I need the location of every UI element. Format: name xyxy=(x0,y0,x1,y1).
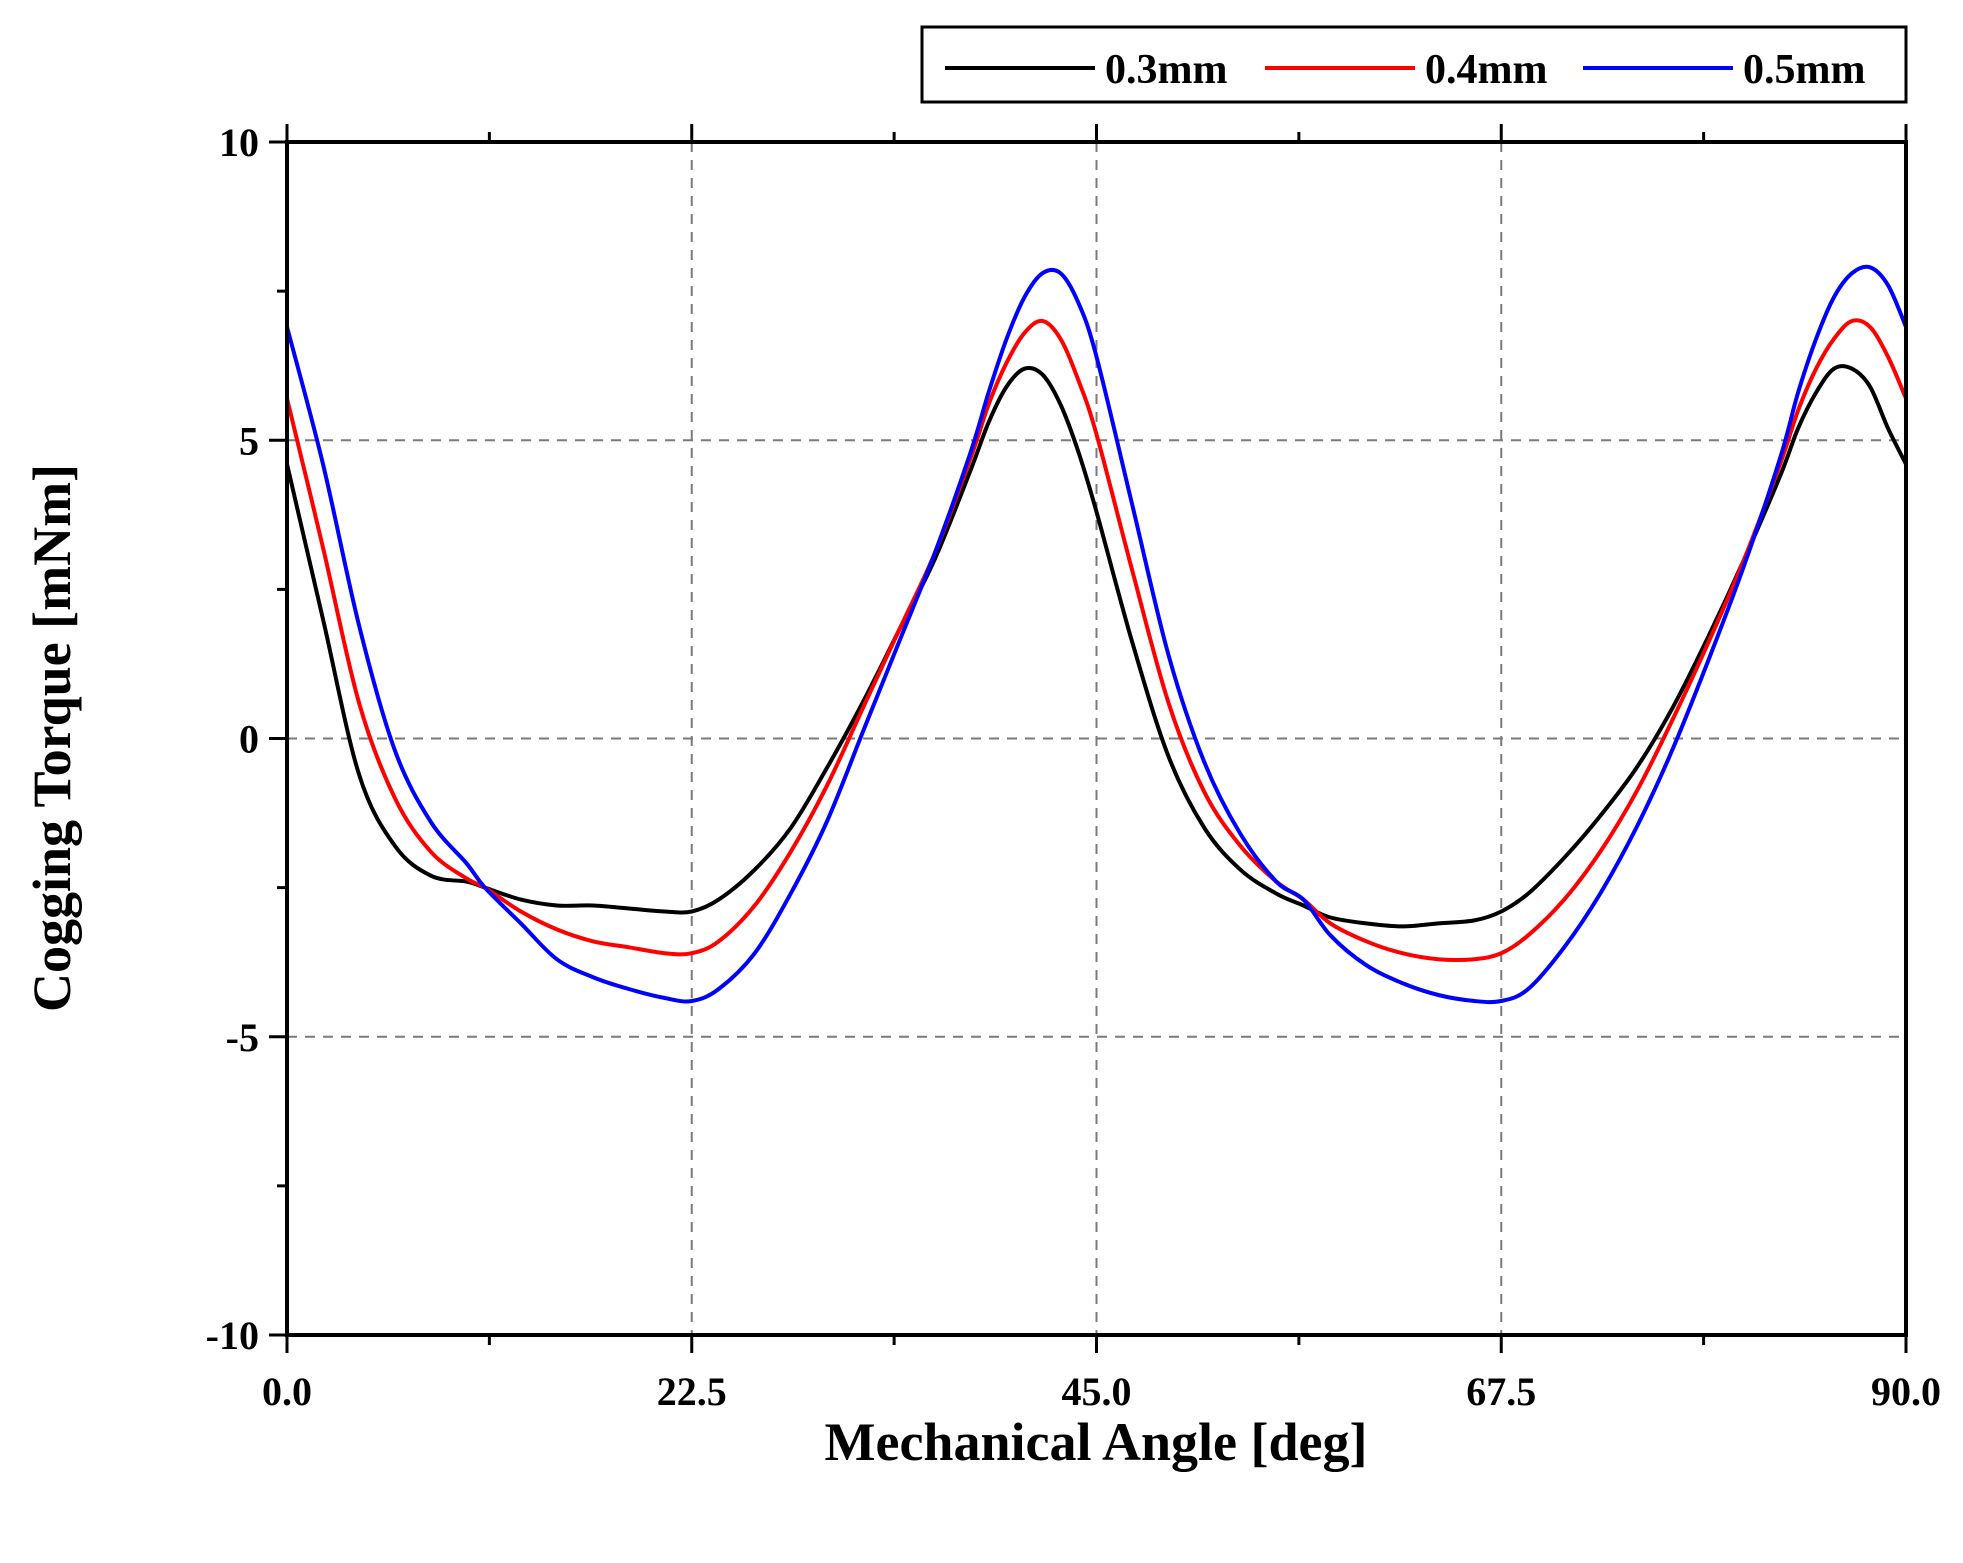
legend-box xyxy=(920,25,1908,104)
series-line-0.3mm xyxy=(285,364,1908,929)
y-tick-labels: -10 -5 0 5 10 xyxy=(206,120,259,1358)
x-tick-label: 67.5 xyxy=(1466,1369,1536,1414)
x-tick-label: 45.0 xyxy=(1062,1369,1132,1414)
x-axis-title: Mechanical Angle [deg] xyxy=(825,1412,1368,1472)
x-tick-labels: 0.0 22.5 45.0 67.5 90.0 xyxy=(262,1369,1941,1414)
series-group xyxy=(285,264,1908,1005)
x-tick-label: 90.0 xyxy=(1871,1369,1941,1414)
y-axis-title: Cogging Torque [mNm] xyxy=(22,464,82,1012)
y-tick-label: 5 xyxy=(239,418,259,463)
axis-ticks xyxy=(269,124,1908,1353)
y-tick-label: -5 xyxy=(226,1015,259,1060)
grid xyxy=(287,142,1906,1335)
x-tick-label: 0.0 xyxy=(262,1369,312,1414)
y-tick-label: -10 xyxy=(206,1313,259,1358)
legend: 0.3mm 0.4mm 0.5mm xyxy=(920,25,1908,104)
legend-label-0.4mm: 0.4mm xyxy=(1425,47,1547,93)
series-line-0.4mm xyxy=(285,318,1908,962)
y-tick-label: 0 xyxy=(239,717,259,762)
x-tick-label: 22.5 xyxy=(657,1369,727,1414)
legend-label-0.5mm: 0.5mm xyxy=(1743,47,1865,93)
plot-frame xyxy=(285,140,1908,1337)
legend-label-0.3mm: 0.3mm xyxy=(1105,47,1227,93)
y-tick-label: 10 xyxy=(219,120,259,165)
series-line-0.5mm xyxy=(285,264,1908,1005)
